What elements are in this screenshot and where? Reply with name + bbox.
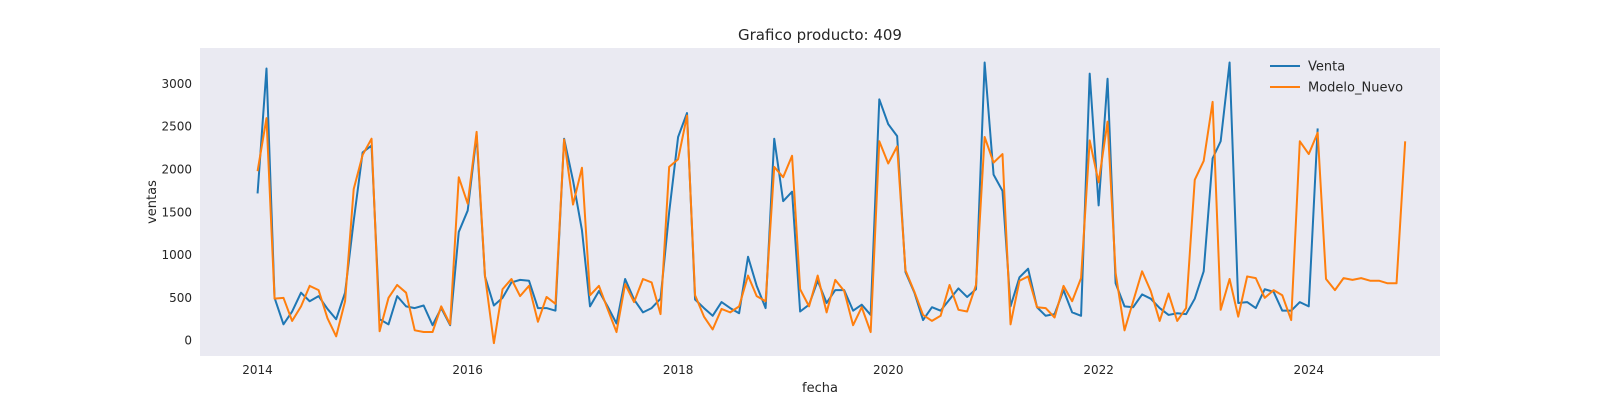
legend-label: Modelo_Nuevo — [1308, 81, 1403, 96]
x-axis-label: fecha — [802, 381, 838, 396]
y-tick-label: 1000 — [161, 248, 192, 262]
y-tick-label: 0 — [184, 334, 192, 348]
x-tick-label: 2018 — [663, 363, 694, 377]
y-ticks: 0 500 1000 1500 2000 2500 3000 — [161, 77, 192, 348]
y-tick-label: 1500 — [161, 205, 192, 219]
x-ticks: 2014 2016 2018 2020 2022 2024 — [242, 363, 1324, 377]
y-tick-label: 2500 — [161, 120, 192, 134]
y-tick-label: 500 — [169, 291, 192, 305]
series-line — [256, 61, 1319, 327]
y-tick-label: 2000 — [161, 162, 192, 176]
x-tick-label: 2024 — [1293, 363, 1324, 377]
chart-title: Grafico producto: 409 — [738, 26, 902, 44]
x-tick-label: 2016 — [452, 363, 483, 377]
legend-label: Venta — [1308, 60, 1345, 75]
y-tick-label: 3000 — [161, 77, 192, 91]
x-tick-label: 2022 — [1083, 363, 1114, 377]
plot-lines — [256, 61, 1407, 345]
legend: Venta Modelo_Nuevo — [1270, 60, 1403, 96]
x-tick-label: 2014 — [242, 363, 273, 377]
plot-background — [200, 48, 1440, 356]
x-tick-label: 2020 — [873, 363, 904, 377]
y-axis-label: ventas — [145, 180, 160, 224]
series-line — [256, 100, 1407, 345]
